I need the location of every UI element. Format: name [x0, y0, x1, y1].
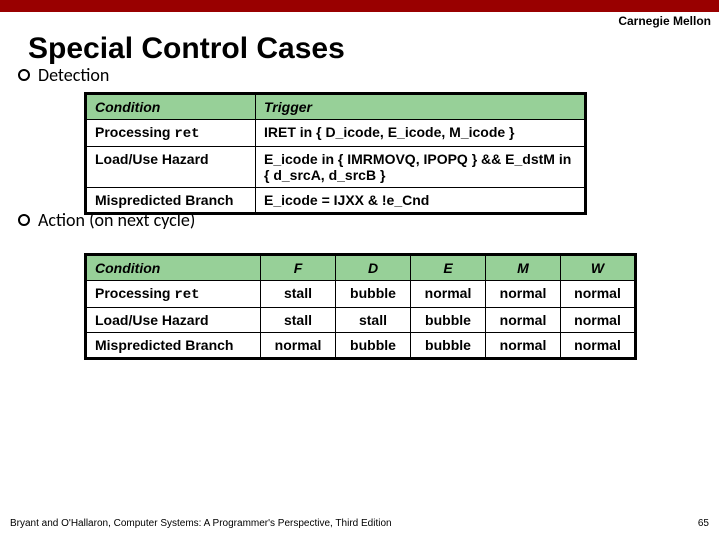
table-header-row: Condition Trigger: [86, 94, 586, 120]
cell-f: normal: [261, 333, 336, 359]
table-row: Processing ret stall bubble normal norma…: [86, 281, 636, 308]
brand-label: Carnegie Mellon: [0, 12, 719, 28]
cell-d: bubble: [336, 281, 411, 308]
cell-d: bubble: [336, 333, 411, 359]
table-row: Mispredicted Branch normal bubble bubble…: [86, 333, 636, 359]
cell-f: stall: [261, 281, 336, 308]
cell-f: stall: [261, 308, 336, 333]
header-trigger: Trigger: [256, 94, 586, 120]
cell-m: normal: [486, 281, 561, 308]
section-detection-label: Detection: [38, 64, 109, 86]
table-row: Load/Use Hazard stall stall bubble norma…: [86, 308, 636, 333]
header-w: W: [561, 255, 636, 281]
cell-e: bubble: [411, 308, 486, 333]
cond-code: ret: [174, 126, 199, 142]
cell-e: normal: [411, 281, 486, 308]
action-table: Condition F D E M W Processing ret stall…: [84, 253, 637, 360]
cell-w: normal: [561, 281, 636, 308]
footer-citation: Bryant and O'Hallaron, Computer Systems:…: [10, 518, 392, 529]
section-action: Action (on next cycle): [18, 209, 719, 231]
table-row: Processing ret IRET in { D_icode, E_icod…: [86, 120, 586, 147]
cell-trigger: IRET in { D_icode, E_icode, M_icode }: [256, 120, 586, 147]
cond-prefix: Processing: [95, 124, 174, 140]
header-d: D: [336, 255, 411, 281]
cond-prefix: Processing: [95, 285, 174, 301]
header-condition: Condition: [86, 94, 256, 120]
cell-d: stall: [336, 308, 411, 333]
header-condition: Condition: [86, 255, 261, 281]
cell-condition: Processing ret: [86, 120, 256, 147]
header-e: E: [411, 255, 486, 281]
page-number: 65: [698, 518, 709, 529]
section-detection: Detection: [18, 64, 719, 86]
bullet-icon: [18, 214, 30, 226]
header-m: M: [486, 255, 561, 281]
detection-table-wrap: Condition Trigger Processing ret IRET in…: [84, 92, 719, 215]
bullet-icon: [18, 69, 30, 81]
cell-condition: Mispredicted Branch: [86, 333, 261, 359]
footer: Bryant and O'Hallaron, Computer Systems:…: [10, 518, 709, 529]
cell-w: normal: [561, 308, 636, 333]
page-title: Special Control Cases: [28, 32, 719, 66]
cell-m: normal: [486, 308, 561, 333]
cond-code: ret: [174, 287, 199, 303]
cell-w: normal: [561, 333, 636, 359]
cell-trigger: E_icode in { IMRMOVQ, IPOPQ } && E_dstM …: [256, 147, 586, 188]
cell-condition: Load/Use Hazard: [86, 308, 261, 333]
top-stripe: [0, 0, 719, 12]
cell-m: normal: [486, 333, 561, 359]
table-row: Load/Use Hazard E_icode in { IMRMOVQ, IP…: [86, 147, 586, 188]
header-f: F: [261, 255, 336, 281]
table-header-row: Condition F D E M W: [86, 255, 636, 281]
cell-condition: Processing ret: [86, 281, 261, 308]
detection-table: Condition Trigger Processing ret IRET in…: [84, 92, 587, 215]
cell-e: bubble: [411, 333, 486, 359]
section-action-label: Action (on next cycle): [38, 209, 195, 231]
action-table-wrap: Condition F D E M W Processing ret stall…: [84, 253, 719, 360]
cell-condition: Load/Use Hazard: [86, 147, 256, 188]
